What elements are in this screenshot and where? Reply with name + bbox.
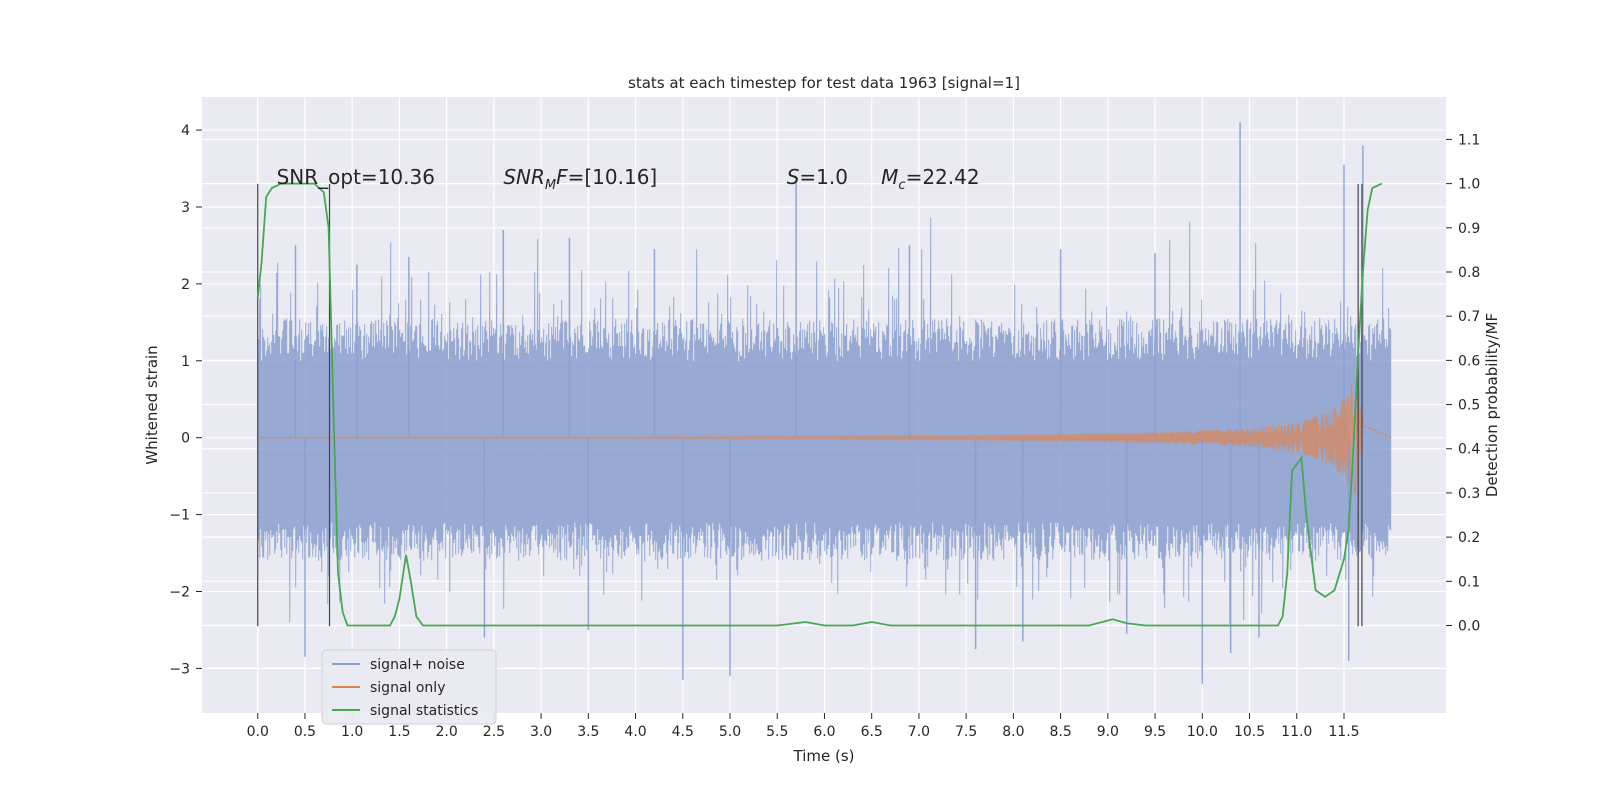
y2-tick-label: 0.3 — [1458, 486, 1480, 502]
y-tick-label: −1 — [169, 508, 190, 524]
annotation: Mc=22.42 — [881, 165, 979, 193]
x-tick-label: 4.0 — [624, 724, 646, 740]
x-tick-label: 7.5 — [955, 724, 977, 740]
y2-tick-label: 0.7 — [1458, 309, 1480, 325]
x-tick-label: 1.0 — [341, 724, 363, 740]
x-tick-label: 4.5 — [672, 724, 694, 740]
annotation: SNR_opt=10.36 — [277, 165, 435, 189]
y2-tick-label: 0.4 — [1458, 442, 1480, 458]
legend-label: signal statistics — [370, 703, 478, 719]
x-tick-label: 9.5 — [1144, 724, 1166, 740]
data-layer — [256, 122, 1392, 684]
x-tick-label: 10.0 — [1187, 724, 1218, 740]
annotation: SNRMF=[10.16] — [503, 165, 657, 193]
chart-title: stats at each timestep for test data 196… — [628, 74, 1020, 92]
y2-axis-label: Detection probability/MF — [1483, 313, 1501, 497]
x-tick-label: 11.5 — [1328, 724, 1359, 740]
x-tick-label: 0.0 — [247, 724, 269, 740]
y-axis-label: Whitened strain — [143, 345, 161, 464]
x-tick-label: 2.5 — [483, 724, 505, 740]
y-tick-label: 4 — [181, 123, 190, 139]
x-tick-label: 6.5 — [861, 724, 883, 740]
y-tick-label: 1 — [181, 354, 190, 370]
x-tick-label: 5.0 — [719, 724, 741, 740]
x-tick-label: 5.5 — [766, 724, 788, 740]
y2-tick-label: 0.8 — [1458, 265, 1480, 281]
x-tick-label: 11.0 — [1281, 724, 1312, 740]
y2-tick-label: 1.0 — [1458, 177, 1480, 193]
legend-label: signal+ noise — [370, 657, 465, 673]
series-signal-only — [257, 369, 1392, 502]
y-tick-label: 3 — [181, 200, 190, 216]
y2-tick-label: 0.0 — [1458, 619, 1480, 635]
x-tick-label: 9.0 — [1097, 724, 1119, 740]
x-tick-label: 3.5 — [577, 724, 599, 740]
y2-tick-label: 0.1 — [1458, 574, 1480, 590]
y-tick-label: −3 — [169, 661, 190, 677]
x-tick-label: 8.5 — [1049, 724, 1071, 740]
x-tick-label: 0.5 — [294, 724, 316, 740]
y2-tick-label: 0.6 — [1458, 353, 1480, 369]
y2-tick-label: 0.2 — [1458, 530, 1480, 546]
y2-tick-label: 0.9 — [1458, 221, 1480, 237]
y-tick-label: −2 — [169, 584, 190, 600]
series-signal-statistics — [256, 182, 1383, 627]
x-axis-label: Time (s) — [793, 747, 855, 765]
x-tick-label: 10.5 — [1234, 724, 1265, 740]
y2-tick-label: 0.5 — [1458, 398, 1480, 414]
x-tick-label: 3.0 — [530, 724, 552, 740]
x-tick-label: 6.0 — [813, 724, 835, 740]
y-tick-label: 0 — [181, 431, 190, 447]
x-tick-label: 2.0 — [436, 724, 458, 740]
y-tick-label: 2 — [181, 277, 190, 293]
y2-tick-label: 1.1 — [1458, 132, 1480, 148]
x-tick-label: 1.5 — [388, 724, 410, 740]
legend-box — [321, 649, 497, 725]
legend-label: signal only — [370, 680, 445, 696]
x-tick-label: 7.0 — [908, 724, 930, 740]
x-tick-label: 8.0 — [1002, 724, 1024, 740]
annotation: S=1.0 — [787, 165, 848, 189]
